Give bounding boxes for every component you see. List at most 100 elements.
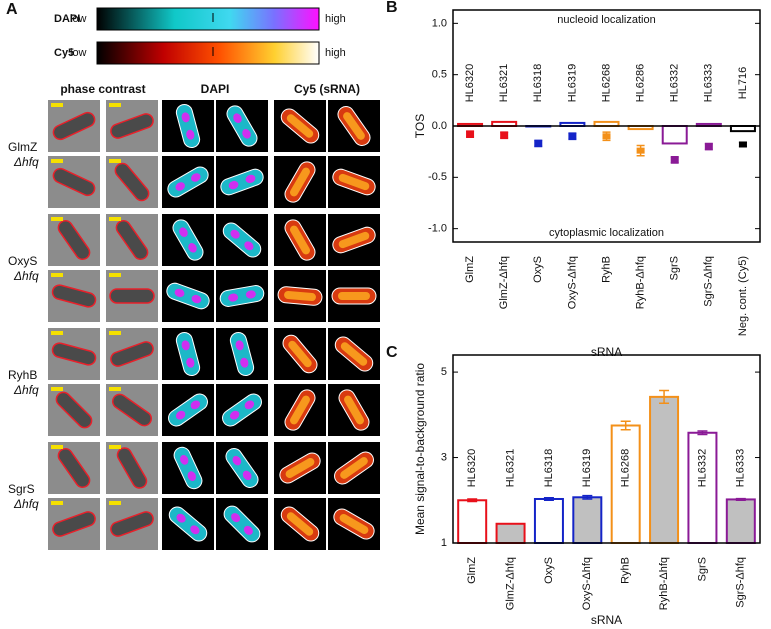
scale-bar — [109, 273, 121, 277]
signal — [285, 458, 315, 478]
nucleoid — [188, 243, 197, 253]
micrograph — [216, 328, 268, 380]
panel-label: A — [6, 1, 18, 18]
nucleoid — [242, 129, 251, 139]
strain-label: HL6268 — [620, 449, 632, 488]
nucleoid — [230, 229, 240, 239]
x-tick-label: SgrS — [696, 557, 708, 581]
nucleoid — [174, 288, 185, 298]
annotation: cytoplasmic localization — [549, 227, 664, 239]
strain-label: HL6318 — [543, 449, 555, 488]
x-tick-label: Neg. cont. (Cy5) — [737, 256, 749, 336]
micrograph — [162, 328, 214, 380]
x-tick-label: OxyS-Δhfq — [581, 557, 593, 610]
strain-label: HL6319 — [581, 449, 593, 488]
strain-label: HL6332 — [696, 449, 708, 488]
y-tick-label: -0.5 — [428, 171, 447, 183]
micrograph — [328, 498, 380, 550]
cell — [277, 286, 323, 306]
nucleoid — [175, 410, 186, 420]
point — [704, 143, 713, 150]
row-label: GlmZ — [8, 140, 37, 154]
error-bar — [467, 498, 478, 503]
cell — [280, 506, 320, 542]
strain-label: HL6321 — [498, 64, 510, 103]
cell — [175, 331, 201, 377]
column-header: DAPI — [201, 82, 230, 96]
cell — [284, 161, 316, 203]
annotation: nucleoid localization — [557, 14, 655, 26]
x-tick-label: OxyS-Δhfq — [566, 256, 578, 309]
nucleoid — [181, 340, 190, 351]
x-tick-label: SgrS — [669, 256, 681, 280]
strain-label: HL6321 — [504, 449, 516, 488]
row-label: SgrS — [8, 482, 35, 496]
scale-bar — [51, 445, 63, 449]
bar — [457, 499, 488, 545]
cell — [172, 219, 204, 261]
y-tick-label: 1.0 — [432, 17, 447, 29]
x-tick-label: OxyS — [543, 557, 555, 584]
micrograph — [328, 156, 380, 208]
cell — [334, 336, 374, 372]
cell — [337, 106, 371, 146]
row-mutant: Δhfq — [13, 497, 39, 511]
scale-bar — [109, 501, 121, 505]
micrograph — [328, 442, 380, 494]
micrograph — [328, 384, 380, 436]
micrograph — [162, 384, 214, 436]
bar — [725, 498, 756, 544]
cell-shape — [52, 111, 96, 141]
x-tick-label: RyhB — [620, 557, 632, 584]
point — [534, 140, 543, 147]
cell — [111, 393, 153, 427]
cell-shape — [111, 393, 153, 427]
nucleoid — [235, 340, 244, 351]
strain-label: HL6332 — [669, 64, 681, 103]
scale-bar — [51, 159, 63, 163]
cell — [110, 341, 154, 367]
y-tick-label: 5 — [441, 366, 447, 378]
panel-label: C — [386, 344, 398, 361]
scale-bar — [51, 273, 63, 277]
micrograph — [106, 156, 158, 208]
scale-bar — [51, 501, 63, 505]
bar — [649, 395, 680, 545]
plot-frame — [452, 9, 761, 243]
cell — [51, 342, 97, 366]
nucleoid — [175, 182, 185, 191]
nucleoid — [176, 513, 186, 523]
cell — [173, 446, 203, 490]
point — [500, 132, 509, 139]
colorbar-high: high — [325, 13, 346, 25]
x-tick-label: SgrS-Δhfq — [735, 557, 747, 608]
cell — [109, 288, 155, 304]
micrograph — [274, 156, 326, 208]
x-tick-label: GlmZ-Δhfq — [504, 557, 516, 610]
micrograph — [328, 270, 380, 322]
micrograph — [216, 498, 268, 550]
cell — [334, 451, 374, 485]
nucleoid — [233, 113, 242, 123]
nucleoid — [186, 129, 195, 140]
y-tick-label: 0.5 — [432, 69, 447, 81]
micrograph — [328, 214, 380, 266]
strain-label: HL6333 — [735, 449, 747, 488]
micrograph — [48, 100, 100, 152]
micrograph — [162, 214, 214, 266]
cell — [51, 284, 97, 308]
colorbar — [96, 7, 320, 31]
scale-bar — [109, 387, 121, 391]
signal — [290, 167, 310, 197]
scale-bar — [109, 159, 121, 163]
strain-label: HL6268 — [600, 64, 612, 103]
signal — [290, 395, 310, 425]
x-tick-label: RyhB-Δhfq — [635, 256, 647, 309]
cell — [168, 393, 208, 427]
cell-shape — [57, 219, 91, 261]
cell — [115, 219, 149, 261]
bar — [533, 497, 564, 544]
micrograph — [216, 100, 268, 152]
cell — [331, 287, 377, 305]
